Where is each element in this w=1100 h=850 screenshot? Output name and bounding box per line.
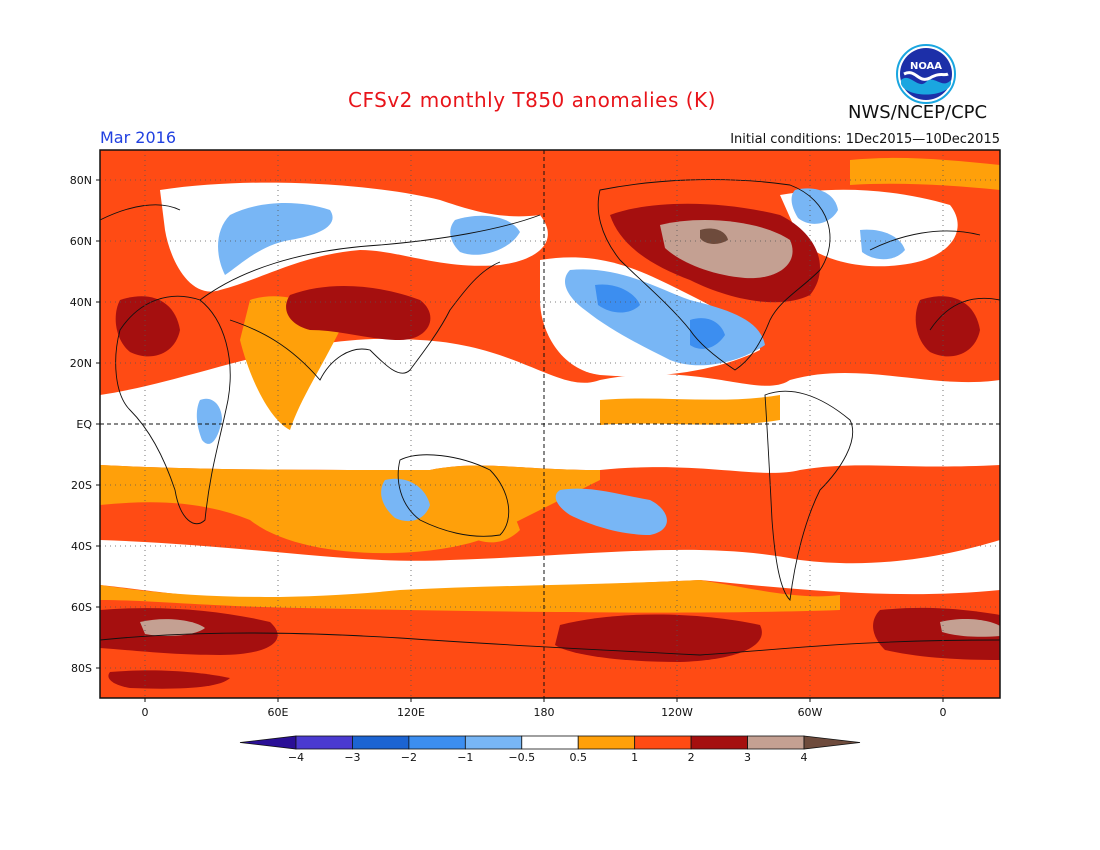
lat-tick-label: 60N (70, 235, 92, 248)
coast-eurasia-north (199, 214, 541, 301)
field-saharan-warm-east (915, 296, 980, 357)
field-central-asia-warm (286, 285, 431, 340)
field-spacific-cool (555, 488, 667, 535)
field-amundsen-warm (555, 614, 762, 662)
lon-tick-label: 120E (397, 706, 425, 719)
field-npacific-cooler (595, 284, 640, 313)
colorbar-bin (295, 735, 353, 750)
colorbar-tick-label: 2 (688, 751, 695, 764)
colorbar-bin (464, 735, 523, 750)
field-southern-ocean-weak (100, 580, 840, 613)
lon-tick-label: 180 (534, 706, 555, 719)
lat-tick-label: 60S (71, 601, 92, 614)
field-arctic-weak (850, 157, 1000, 190)
colorbar-bin-max (803, 735, 861, 750)
field-polar-warm (108, 670, 230, 689)
coast-australia (397, 454, 510, 537)
lon-tick-label: 60E (268, 706, 289, 719)
chart-title: CFSv2 monthly T850 anomalies (K) (348, 88, 716, 112)
lon-axis: 0 60E 120E 180 120W 60W 0 (142, 698, 947, 719)
lat-tick-label: EQ (76, 418, 92, 431)
field-canada-very-warm (660, 220, 793, 279)
coastlines (100, 179, 1000, 656)
colorbar-tick-label: −4 (288, 751, 304, 764)
field-saharan-warm-west (115, 296, 180, 357)
colorbar-bin (408, 735, 466, 750)
colorbar-bin-min (239, 735, 297, 750)
colorbar-bin (521, 735, 579, 750)
coast-south-america (764, 390, 854, 601)
coast-antarctica (100, 632, 1000, 656)
field-labrador-cool (791, 188, 838, 224)
coast-asia-south (229, 261, 501, 381)
field-africa-cool (196, 398, 222, 444)
lon-tick-label: 0 (940, 706, 947, 719)
lat-axis: 80N 60N 40N 20N EQ 20S 40S 60S 80S (70, 174, 100, 675)
colorbar-bin (352, 735, 410, 750)
lat-tick-label: 80S (71, 662, 92, 675)
lon-tick-label: 120W (661, 706, 693, 719)
anomaly-field (100, 150, 1000, 698)
initial-conditions-label: Initial conditions: 1Dec2015—10Dec2015 (730, 132, 1000, 147)
field-weddell-very-warm (140, 619, 205, 636)
coast-europe-wrap (869, 230, 981, 251)
field-south-midlat-neutral (100, 540, 1000, 600)
colorbar-tick-label: 0.5 (569, 751, 587, 764)
field-australia-weak (444, 470, 520, 543)
colorbar-bin (747, 735, 805, 750)
colorbar-bin (577, 735, 636, 750)
coast-north-america (597, 179, 831, 371)
field-canada-extreme (700, 228, 728, 244)
coast-europe (100, 204, 181, 221)
coast-africa-east-wrap (929, 297, 1000, 331)
agency-label: NWS/NCEP/CPC (848, 102, 988, 123)
valid-month-label: Mar 2016 (100, 128, 176, 147)
colorbar-tick-label: 1 (631, 751, 638, 764)
lat-tick-label: 20N (70, 357, 92, 370)
field-eq-pacific-weak (600, 395, 780, 425)
lat-tick-label: 40N (70, 296, 92, 309)
lat-tick-label: 20S (71, 479, 92, 492)
colorbar-tick-label: −1 (457, 751, 473, 764)
logo-text: NOAA (910, 61, 942, 72)
colorbar: −4 −3 −2 −1 −0.5 0.5 1 2 3 4 (239, 735, 861, 764)
colorbar-tick-label: −3 (344, 751, 360, 764)
field-siberia-cool (218, 203, 333, 275)
lat-tick-label: 80N (70, 174, 92, 187)
colorbar-bin (634, 735, 692, 750)
lat-tick-label: 40S (71, 540, 92, 553)
graticule (100, 150, 1000, 698)
lon-tick-label: 0 (142, 706, 149, 719)
noaa-logo: NOAA (896, 44, 956, 104)
colorbar-tick-label: 4 (801, 751, 808, 764)
colorbar-tick-label: −0.5 (508, 751, 535, 764)
field-australia-cool (381, 478, 430, 522)
colorbar-tick-label: −2 (401, 751, 417, 764)
field-weddell-very-warm-east (940, 619, 1000, 637)
colorbar-tick-label: 3 (744, 751, 751, 764)
lon-tick-label: 60W (798, 706, 823, 719)
field-okhotsk-cool (450, 215, 520, 255)
colorbar-bin (690, 735, 748, 750)
